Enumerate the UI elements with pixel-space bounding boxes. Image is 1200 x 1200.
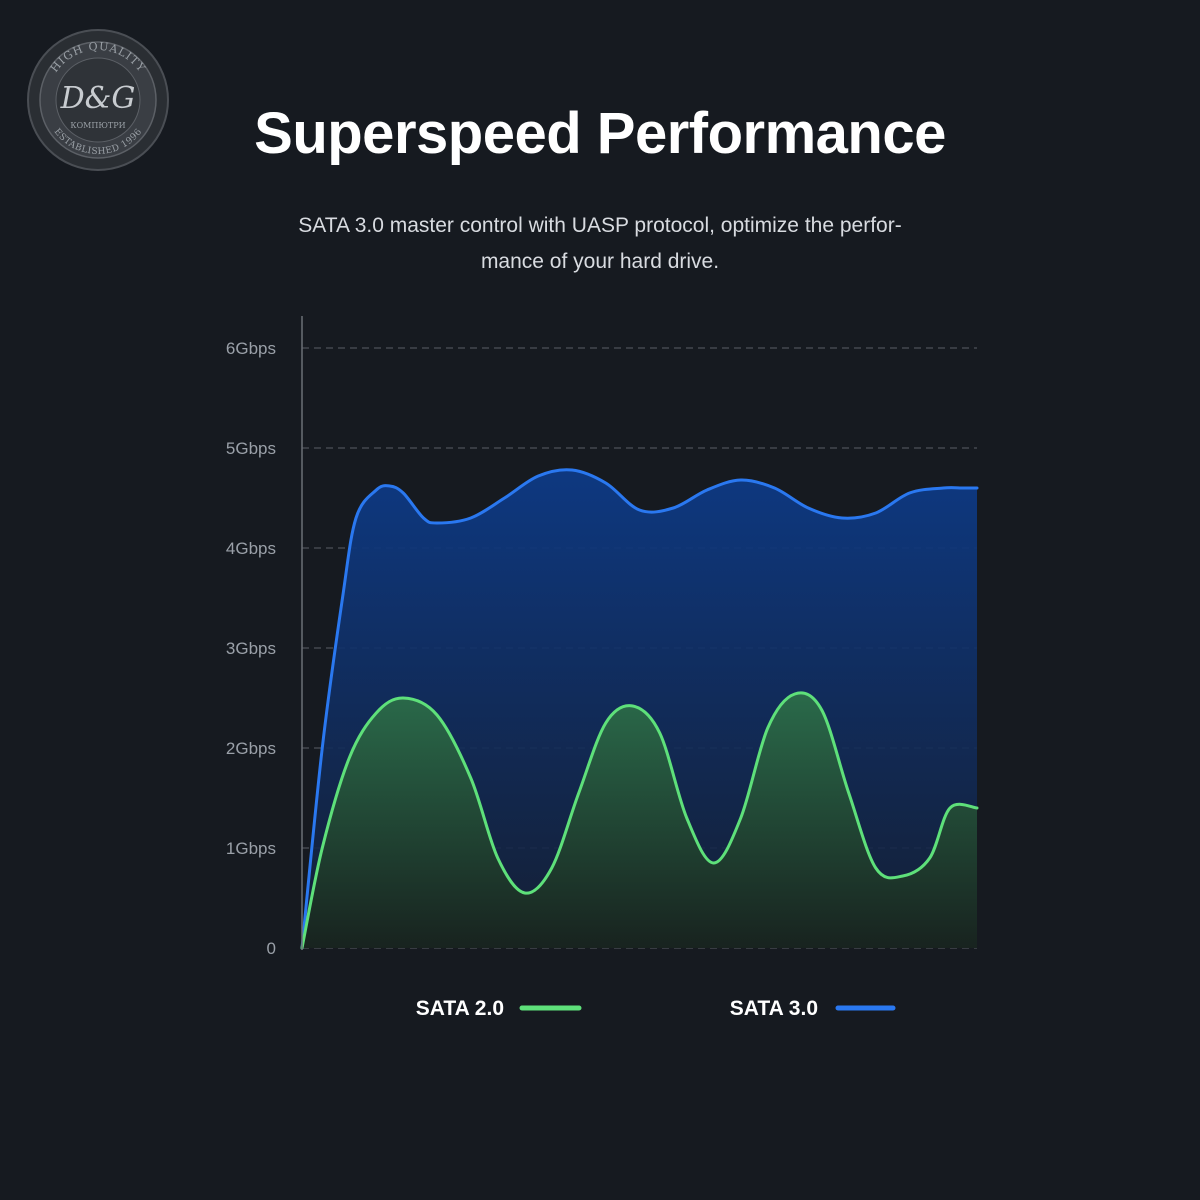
sata-2-0-area [302,692,977,948]
legend-label-sata-3-0: SATA 3.0 [730,997,818,1020]
y-tick-label: 3Gbps [226,639,276,658]
y-tick-label: 0 [267,939,276,958]
subtitle-line-1: SATA 3.0 master control with UASP protoc… [298,214,902,237]
y-tick-label: 4Gbps [226,539,276,558]
legend: SATA 2.0 SATA 3.0 [416,997,896,1020]
y-tick-labels: 0 1Gbps 2Gbps 3Gbps 4Gbps 5Gbps 6Gbps [226,339,276,958]
y-tick-label: 5Gbps [226,439,276,458]
dg-seal-watermark: HIGH QUALITY ESTABLISHED 1996 D&G КОМПЮТ… [27,29,169,171]
page-subtitle: SATA 3.0 master control with UASP protoc… [270,208,930,280]
legend-label-sata-2-0: SATA 2.0 [416,997,504,1020]
y-tick-label: 2Gbps [226,739,276,758]
sata-3-0-line [300,468,979,950]
seal-ring-mid: КОМПЮТРИ [70,121,125,130]
seal-logo: D&G [60,81,136,116]
series-lines [300,468,979,950]
y-tick-label: 1Gbps [226,839,276,858]
sata-2-0-line [300,691,979,950]
subtitle-line-2: mance of your hard drive. [480,250,720,273]
y-tick-label: 6Gbps [226,339,276,358]
page-title: Superspeed Performance [254,101,946,166]
